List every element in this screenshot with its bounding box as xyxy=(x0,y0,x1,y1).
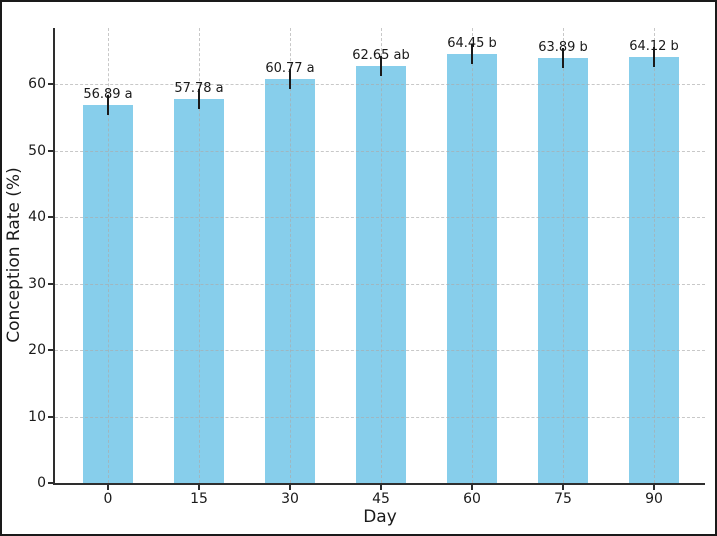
v-gridline xyxy=(108,28,109,483)
x-tick xyxy=(289,485,291,490)
y-tick-label: 40 xyxy=(28,209,46,225)
error-bar xyxy=(289,68,291,89)
error-bar xyxy=(198,88,200,109)
x-tick-label: 60 xyxy=(463,491,481,507)
x-tick xyxy=(653,485,655,490)
y-tick-label: 0 xyxy=(37,475,46,491)
y-tick-label: 10 xyxy=(28,408,46,425)
v-gridline xyxy=(563,28,564,483)
v-gridline xyxy=(472,28,473,483)
bar-value-label: 57.78 a xyxy=(174,80,224,96)
y-tick xyxy=(48,83,55,85)
bar-value-label: 63.89 b xyxy=(538,40,588,56)
x-tick-label: 0 xyxy=(103,491,113,507)
y-tick xyxy=(48,349,55,351)
v-gridline xyxy=(381,28,382,483)
bar-value-label: 62.65 ab xyxy=(352,48,410,64)
y-tick xyxy=(48,149,55,152)
y-tick xyxy=(48,482,55,484)
v-gridline xyxy=(199,28,200,483)
v-gridline xyxy=(290,28,291,483)
v-gridline xyxy=(654,28,655,483)
h-gridline xyxy=(55,150,705,152)
y-axis-spine xyxy=(53,28,55,485)
x-tick-label: 30 xyxy=(281,491,299,507)
x-tick xyxy=(562,485,564,490)
x-tick-label: 15 xyxy=(190,491,208,507)
bar-value-label: 60.77 a xyxy=(265,60,315,76)
x-tick-label: 75 xyxy=(554,491,572,507)
y-tick xyxy=(48,216,55,218)
h-gridline xyxy=(55,416,705,418)
y-axis-label: Conception Rate (%) xyxy=(4,167,24,343)
y-tick-label: 20 xyxy=(28,342,46,358)
error-bar xyxy=(653,46,655,67)
y-tick-label: 30 xyxy=(28,275,46,292)
x-axis-spine xyxy=(53,483,705,485)
x-tick xyxy=(198,485,200,490)
y-tick xyxy=(48,415,55,418)
x-tick-label: 90 xyxy=(645,491,663,507)
error-bar xyxy=(107,94,109,115)
y-tick-label: 60 xyxy=(28,76,46,92)
error-bar xyxy=(562,48,564,69)
x-axis-label: Day xyxy=(363,507,397,527)
error-bar xyxy=(471,44,473,65)
h-gridline xyxy=(55,84,705,85)
h-gridline xyxy=(55,350,705,351)
error-bar xyxy=(380,56,382,77)
h-gridline xyxy=(55,217,705,218)
x-tick xyxy=(107,485,109,490)
x-tick-label: 45 xyxy=(372,491,390,507)
y-tick-label: 50 xyxy=(28,142,46,159)
h-gridline xyxy=(55,283,705,285)
x-tick xyxy=(471,485,473,490)
x-tick xyxy=(380,485,382,490)
y-tick xyxy=(48,282,55,285)
bar-value-label: 64.12 b xyxy=(629,38,679,54)
bar-value-label: 64.45 b xyxy=(447,36,497,52)
bar-value-label: 56.89 a xyxy=(83,86,133,102)
